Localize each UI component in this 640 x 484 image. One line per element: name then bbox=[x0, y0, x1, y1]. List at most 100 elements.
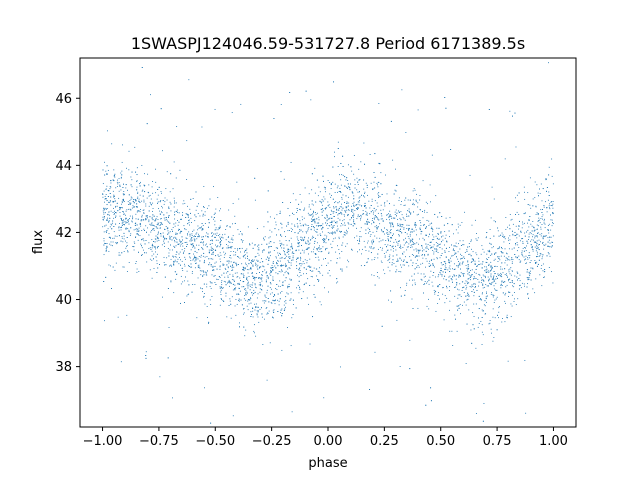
data-point bbox=[381, 215, 383, 217]
data-point bbox=[201, 223, 203, 225]
data-point bbox=[418, 213, 419, 215]
data-point bbox=[302, 291, 304, 293]
data-point bbox=[449, 300, 451, 302]
data-point bbox=[418, 252, 420, 254]
data-point bbox=[486, 232, 488, 234]
data-point bbox=[348, 210, 350, 212]
data-point bbox=[146, 215, 148, 217]
data-point bbox=[231, 246, 233, 248]
data-point bbox=[237, 229, 239, 231]
data-point bbox=[186, 179, 188, 180]
data-point bbox=[263, 318, 265, 320]
data-point bbox=[378, 241, 380, 243]
data-point bbox=[162, 236, 164, 238]
data-point bbox=[476, 265, 478, 267]
data-point bbox=[119, 206, 120, 208]
data-point bbox=[283, 258, 285, 260]
data-point bbox=[214, 275, 216, 276]
data-point bbox=[442, 271, 444, 273]
data-point bbox=[524, 232, 526, 234]
data-point bbox=[295, 261, 297, 263]
data-point bbox=[221, 286, 222, 288]
data-point bbox=[342, 224, 344, 226]
data-point bbox=[136, 206, 138, 208]
data-point bbox=[255, 286, 256, 288]
data-point bbox=[219, 265, 221, 267]
data-point bbox=[451, 224, 453, 226]
data-point bbox=[353, 154, 355, 156]
data-point bbox=[509, 268, 511, 270]
data-point bbox=[454, 245, 456, 247]
data-point bbox=[533, 226, 535, 228]
data-point bbox=[138, 198, 140, 200]
data-point bbox=[389, 222, 391, 224]
data-point bbox=[252, 282, 254, 284]
data-point bbox=[265, 258, 267, 260]
data-point bbox=[138, 201, 140, 203]
data-point bbox=[482, 261, 484, 263]
data-point bbox=[490, 275, 492, 277]
data-point bbox=[417, 249, 419, 251]
data-point bbox=[364, 265, 366, 267]
data-point bbox=[238, 256, 240, 258]
data-point bbox=[166, 199, 168, 201]
data-point bbox=[104, 195, 106, 197]
data-point bbox=[408, 265, 410, 267]
data-point bbox=[257, 310, 259, 312]
data-point bbox=[325, 248, 327, 249]
data-point bbox=[337, 209, 339, 211]
data-point bbox=[471, 258, 473, 260]
data-point bbox=[263, 239, 265, 241]
data-point bbox=[182, 253, 184, 255]
data-point bbox=[117, 316, 119, 318]
data-point bbox=[471, 248, 472, 250]
data-point bbox=[439, 257, 441, 259]
data-point bbox=[353, 223, 355, 224]
data-point bbox=[424, 255, 426, 257]
data-point bbox=[501, 276, 503, 278]
data-point bbox=[398, 210, 399, 212]
data-point bbox=[478, 285, 480, 287]
data-point bbox=[415, 255, 417, 257]
data-point bbox=[300, 239, 302, 240]
data-point bbox=[274, 295, 276, 297]
data-point bbox=[432, 275, 434, 277]
data-point bbox=[372, 213, 374, 215]
data-point bbox=[252, 278, 254, 279]
data-point bbox=[451, 244, 453, 246]
data-point bbox=[153, 253, 155, 255]
data-point bbox=[252, 294, 253, 296]
data-point bbox=[286, 265, 287, 267]
data-point bbox=[219, 268, 221, 270]
data-point bbox=[255, 307, 257, 309]
data-point bbox=[230, 238, 232, 240]
data-point bbox=[388, 231, 390, 233]
data-point bbox=[128, 223, 130, 225]
data-point bbox=[126, 245, 128, 246]
data-point bbox=[231, 265, 233, 266]
data-point bbox=[442, 239, 444, 241]
data-point bbox=[430, 241, 432, 243]
data-point bbox=[467, 293, 469, 295]
data-point bbox=[428, 233, 430, 235]
data-point bbox=[153, 258, 154, 260]
data-point bbox=[204, 214, 206, 216]
data-point bbox=[200, 256, 202, 258]
data-point bbox=[508, 280, 509, 282]
data-point bbox=[332, 212, 334, 214]
data-point bbox=[484, 286, 486, 288]
data-point bbox=[446, 285, 447, 287]
data-point bbox=[522, 241, 524, 243]
data-point bbox=[450, 257, 451, 259]
data-point bbox=[146, 123, 148, 125]
data-point bbox=[449, 309, 450, 311]
data-point bbox=[157, 238, 159, 240]
data-point bbox=[213, 214, 215, 215]
data-point bbox=[481, 292, 483, 294]
data-point bbox=[473, 289, 474, 291]
data-point bbox=[258, 284, 260, 286]
data-point bbox=[325, 208, 326, 210]
data-point bbox=[123, 183, 124, 185]
data-point bbox=[548, 232, 550, 234]
data-point bbox=[346, 233, 348, 235]
